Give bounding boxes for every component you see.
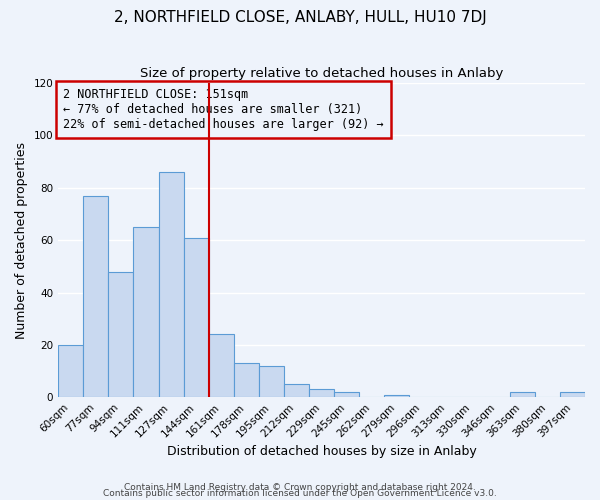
Text: 2, NORTHFIELD CLOSE, ANLABY, HULL, HU10 7DJ: 2, NORTHFIELD CLOSE, ANLABY, HULL, HU10 … (113, 10, 487, 25)
Bar (58, 345, 83, 397)
Bar (309, 390, 334, 397)
Bar (334, 392, 359, 397)
Text: Contains HM Land Registry data © Crown copyright and database right 2024.: Contains HM Land Registry data © Crown c… (124, 484, 476, 492)
Bar (83, 196, 109, 397)
Bar (385, 394, 409, 397)
Bar (259, 366, 284, 397)
Bar (510, 392, 535, 397)
Bar (284, 384, 309, 397)
Title: Size of property relative to detached houses in Anlaby: Size of property relative to detached ho… (140, 68, 503, 80)
Bar (560, 392, 585, 397)
Text: Contains public sector information licensed under the Open Government Licence v3: Contains public sector information licen… (103, 490, 497, 498)
Bar (133, 227, 158, 397)
Bar (184, 238, 209, 397)
Bar (234, 363, 259, 397)
Y-axis label: Number of detached properties: Number of detached properties (15, 142, 28, 338)
Bar (158, 172, 184, 397)
X-axis label: Distribution of detached houses by size in Anlaby: Distribution of detached houses by size … (167, 444, 476, 458)
Bar (209, 334, 234, 397)
Text: 2 NORTHFIELD CLOSE: 151sqm
← 77% of detached houses are smaller (321)
22% of sem: 2 NORTHFIELD CLOSE: 151sqm ← 77% of deta… (64, 88, 384, 131)
Bar (109, 272, 133, 397)
